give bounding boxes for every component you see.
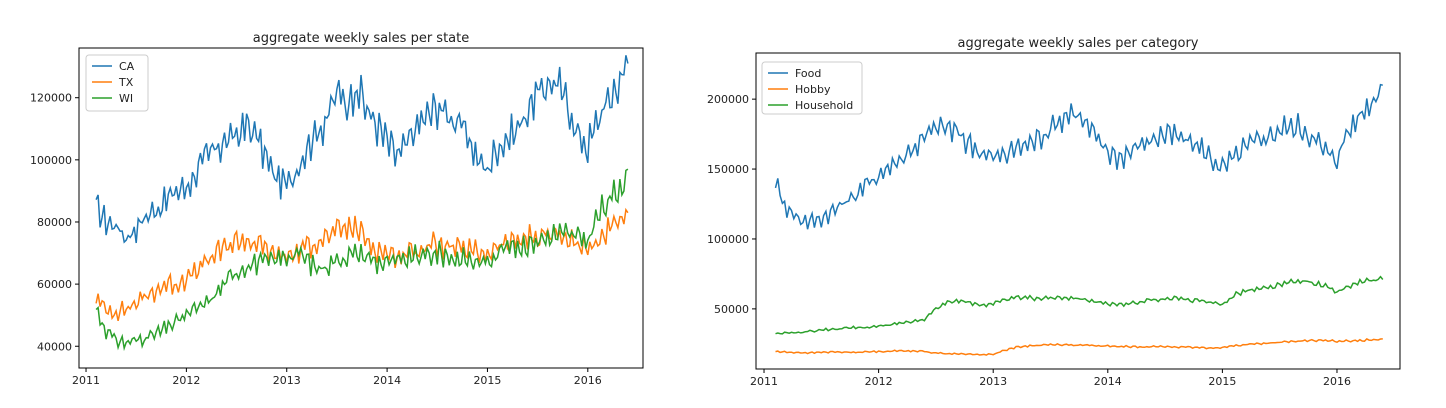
legend-label: CA: [119, 60, 135, 73]
x-tick-label: 2013: [273, 374, 301, 387]
legend-label: WI: [119, 92, 133, 105]
x-tick-label: 2014: [1094, 375, 1122, 388]
y-tick-label: 50000: [714, 303, 749, 316]
x-tick-label: 2013: [979, 375, 1007, 388]
legend-label: TX: [118, 76, 134, 89]
legend-label: Household: [795, 99, 853, 112]
legend-box: [761, 61, 863, 115]
series-line-wi: [95, 168, 629, 352]
y-tick-label: 80000: [37, 216, 72, 229]
x-tick-label: 2015: [473, 374, 501, 387]
chart-title: aggregate weekly sales per state: [253, 31, 469, 46]
y-tick-label: 200000: [707, 93, 749, 106]
chart-category: aggregate weekly sales per category 2011 2…: [707, 36, 1401, 388]
legend-label: Hobby: [795, 83, 831, 96]
x-tick-label: 2015: [1208, 375, 1236, 388]
chart-title: aggregate weekly sales per category: [957, 36, 1198, 51]
y-tick-label: 60000: [37, 278, 72, 291]
series-line-food: [774, 83, 1383, 230]
series-line-ca: [95, 55, 629, 244]
chart-state: aggregate weekly sales per state 2011 2012…: [30, 31, 644, 387]
series-line-tx: [95, 207, 629, 322]
x-tick-label: 2011: [72, 374, 100, 387]
y-tick-label: 40000: [37, 340, 72, 353]
x-tick-label: 2011: [750, 375, 778, 388]
y-tick-label: 100000: [707, 233, 749, 246]
y-tick-label: 150000: [707, 163, 749, 176]
legend-label: Food: [795, 67, 821, 80]
legend-box: [85, 54, 149, 112]
x-tick-label: 2014: [373, 374, 401, 387]
series-line-household: [775, 275, 1384, 335]
plot-frame: [755, 52, 1401, 370]
x-tick-label: 2012: [865, 375, 893, 388]
x-tick-label: 2016: [574, 374, 602, 387]
x-tick-label: 2012: [172, 374, 200, 387]
series-line-hobby: [775, 337, 1383, 356]
y-tick-label: 120000: [30, 92, 72, 105]
y-tick-label: 100000: [30, 154, 72, 167]
plot-frame: [78, 47, 644, 369]
x-tick-label: 2016: [1323, 375, 1351, 388]
